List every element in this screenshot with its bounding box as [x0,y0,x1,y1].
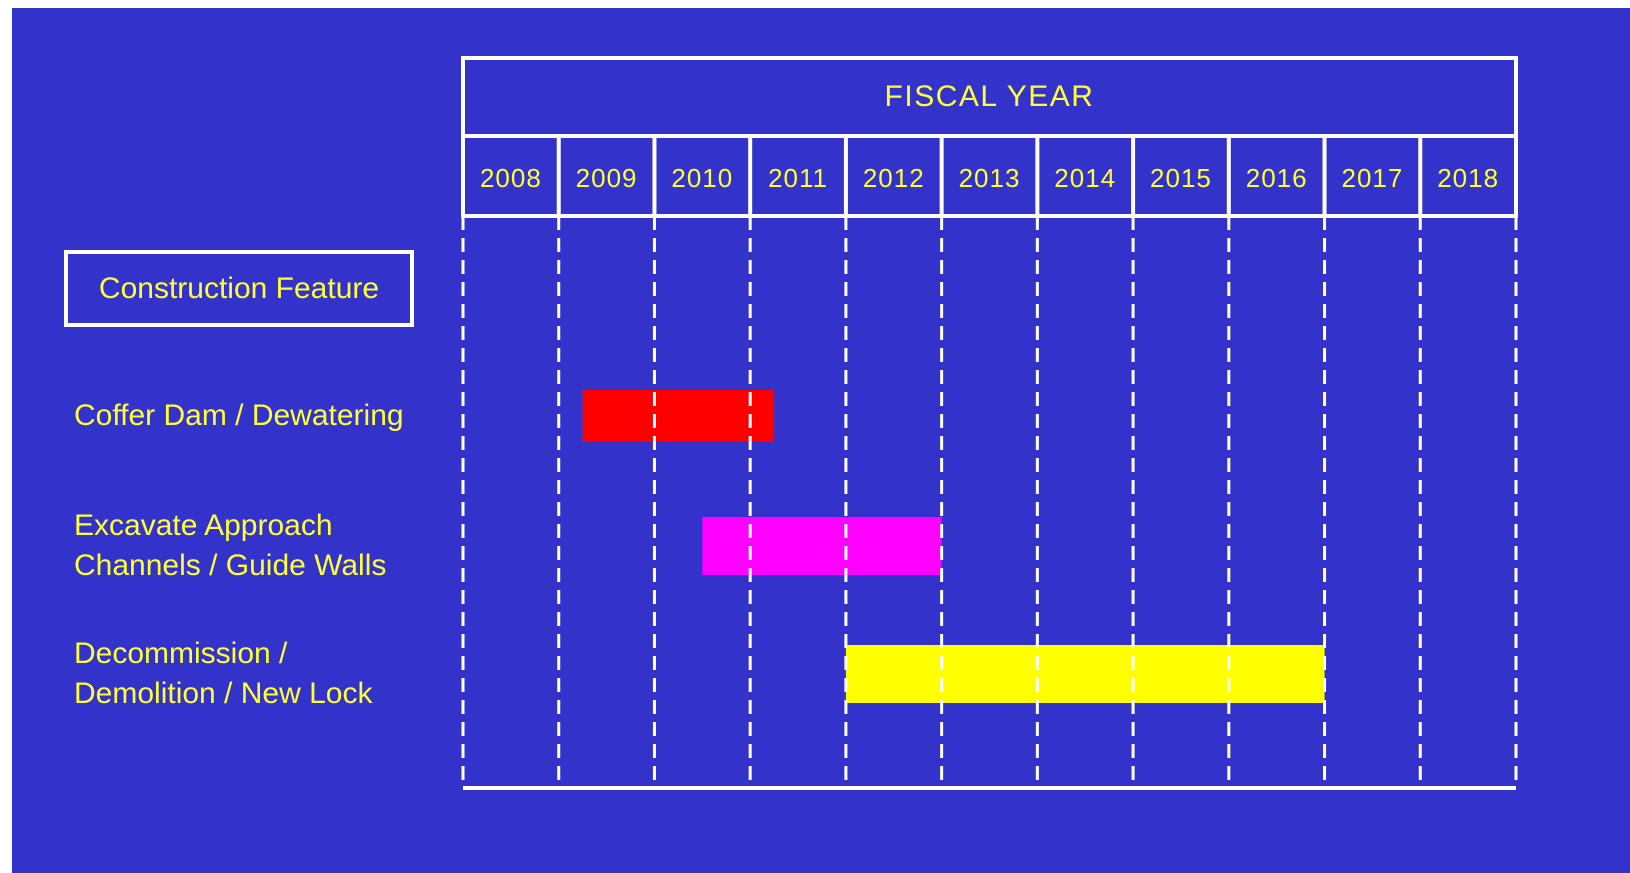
task-label-coffer-dam: Coffer Dam / Dewatering [74,399,404,432]
year-label-2017: 2017 [1341,163,1403,193]
gantt-bar-3 [845,645,1325,703]
year-label-2018: 2018 [1437,163,1499,193]
year-label-2013: 2013 [959,163,1021,193]
year-label-2014: 2014 [1054,163,1116,193]
year-label-2012: 2012 [863,163,925,193]
gantt-bar-2 [702,517,942,575]
year-label-2010: 2010 [671,163,733,193]
year-label-2015: 2015 [1150,163,1212,193]
year-label-2011: 2011 [768,163,828,193]
gantt-bar-1 [582,390,775,442]
construction-feature-box: Construction Feature [64,250,414,327]
gantt-chart: FISCAL YEAR 2008 2009 2010 2011 2012 2013 2014 2… [461,56,1518,790]
chart-title: FISCAL YEAR [885,80,1095,113]
year-label-2008: 2008 [480,163,542,193]
year-label-2009: 2009 [576,163,638,193]
task-label-decommission: Decommission / Demolition / New Lock [74,637,373,710]
slide-background: Construction Feature Coffer Dam / Dewate… [12,8,1630,873]
year-label-2016: 2016 [1246,163,1308,193]
task-label-excavate-approach: Excavate Approach Channels / Guide Walls [74,509,387,582]
construction-feature-label: Construction Feature [98,271,380,305]
